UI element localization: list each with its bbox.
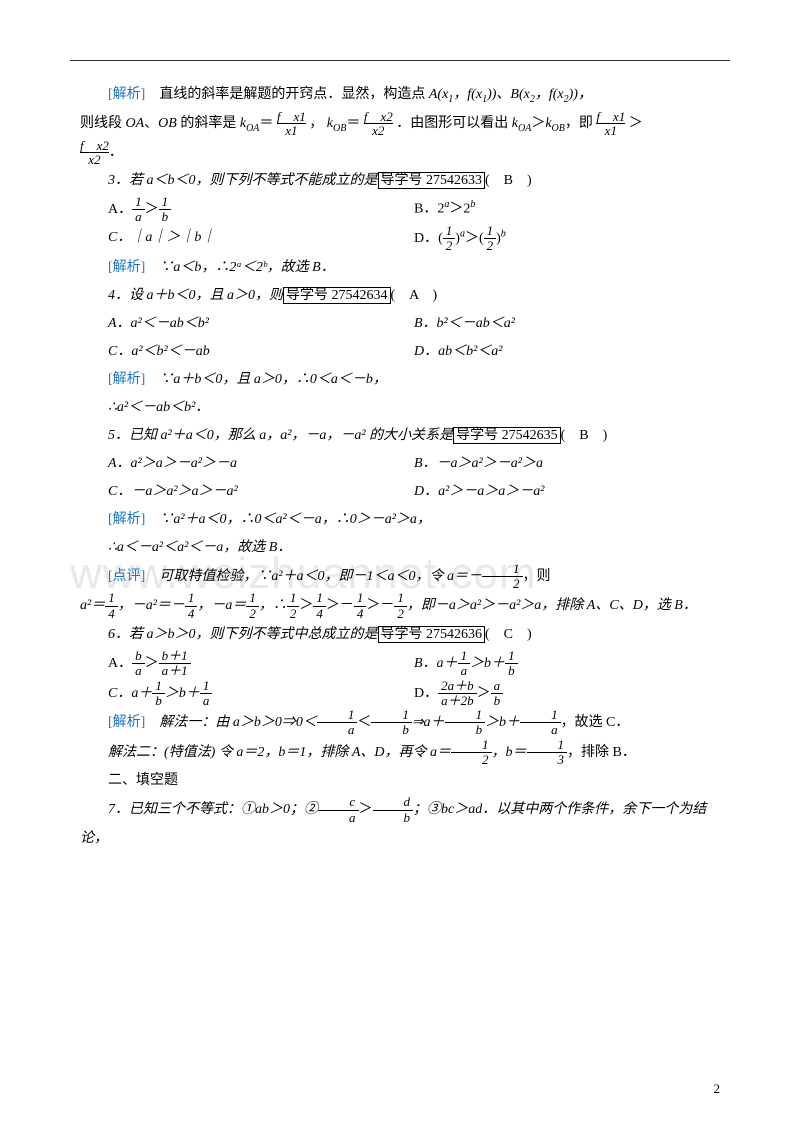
text: 的斜率是 xyxy=(177,116,240,131)
text: ∵a²＋a＜0，∴0＜a²＜－a，∴0＞－a²＞a， xyxy=(145,512,431,527)
answer: ( B ) xyxy=(485,173,532,188)
text: OA xyxy=(126,116,145,131)
text: OB xyxy=(333,123,346,134)
answer: ( C ) xyxy=(485,627,532,642)
text: ，则 xyxy=(523,569,551,584)
text: OB xyxy=(552,123,565,134)
q6-stem: 6．若 a＞b＞0，则下列不等式中总成立的是导学号 27542636( C ) xyxy=(80,621,720,649)
analysis-label: [解析] xyxy=(108,260,145,275)
q4-stem: 4．设 a＋b＜0，且 a＞0，则导学号 27542634( A ) xyxy=(80,282,720,310)
option-b: B．b²＜－ab＜a² xyxy=(414,310,720,338)
point-label: [点评] xyxy=(108,569,145,584)
analysis-4: [解析] ∵a＋b＜0，且 a＞0，∴0＜a＜－b， xyxy=(80,366,720,394)
text: 3．若 a＜b＜0，则下列不等式不能成立的是 xyxy=(108,173,378,188)
page-content: [解析] 直线的斜率是解题的开窍点．显然，构造点 A(x1，f(x1))、B(x… xyxy=(80,60,720,853)
text: (x1，f(x1))、 xyxy=(437,87,510,102)
text: ． xyxy=(109,145,123,160)
analysis-label: [解析] xyxy=(108,512,145,527)
top-rule xyxy=(70,60,730,61)
text: 4．设 a＋b＜0，且 a＞0，则 xyxy=(108,288,283,303)
text: OA xyxy=(518,123,531,134)
q6-options-1: A．ba＞b＋1a＋1 B．a＋1a＞b＋1b xyxy=(108,649,720,679)
analysis-label: [解析] xyxy=(108,87,145,102)
q3-stem: 3．若 a＜b＜0，则下列不等式不能成立的是导学号 27542633( B ) xyxy=(80,167,720,195)
analysis-1: [解析] 直线的斜率是解题的开窍点．显然，构造点 A(x1，f(x1))、B(x… xyxy=(80,81,720,110)
section-2: 二、填空题 xyxy=(80,767,720,795)
guide-box: 导学号 27542635 xyxy=(453,427,561,444)
q3-options-1: A．1a＞1b B．2a＞2b xyxy=(108,195,720,225)
option-c: C．a＋1b＞b＋1a xyxy=(108,679,414,709)
analysis-5: [解析] ∵a²＋a＜0，∴0＜a²＜－a，∴0＞－a²＞a， xyxy=(80,506,720,534)
analysis-5b: ∴a＜－a²＜a²＜－a，故选 B． xyxy=(80,534,720,562)
q6-options-2: C．a＋1b＞b＋1a D．2a＋ba＋2b＞ab xyxy=(108,679,720,709)
q3-options-2: C．｜a｜＞｜b｜ D．(12)a＞(12)b xyxy=(108,224,720,254)
q4-options-1: A．a²＜－ab＜b² B．b²＜－ab＜a² xyxy=(108,310,720,338)
text: ＝ xyxy=(259,116,273,131)
analysis-1b: 则线段 OA、OB 的斜率是 kOA＝ f x1x1 ， kOB＝ f x2x2… xyxy=(80,110,720,139)
text: 6．若 a＞b＞0，则下列不等式中总成立的是 xyxy=(108,627,378,642)
answer: ( B ) xyxy=(561,428,608,443)
analysis-1c: f x2x2． xyxy=(80,139,720,167)
text: ＞ xyxy=(531,116,545,131)
text: 、 xyxy=(144,116,158,131)
option-c: C．－a＞a²＞a＞－a² xyxy=(108,478,414,506)
text: OB xyxy=(158,116,177,131)
text: 直线的斜率是解题的开窍点．显然，构造点 xyxy=(145,87,429,102)
option-a: A．a²＜－ab＜b² xyxy=(108,310,414,338)
text: ，即 xyxy=(565,116,593,131)
text: ∵a＜b，∴2ᵃ＜2ᵇ，故选 B． xyxy=(145,260,334,275)
fraction: f x2x2 xyxy=(80,139,109,166)
option-a: A．1a＞1b xyxy=(108,195,414,225)
guide-box: 导学号 27542633 xyxy=(378,172,486,189)
page-number: 2 xyxy=(714,1076,721,1102)
text: ∵a＋b＜0，且 a＞0，∴0＜a＜－b， xyxy=(145,372,387,387)
q5-options-2: C．－a＞a²＞a＞－a² D．a²＞－a＞a＞－a² xyxy=(108,478,720,506)
option-d: D．2a＋ba＋2b＞ab xyxy=(414,679,720,709)
text: OA xyxy=(246,123,259,134)
text: 则线段 xyxy=(80,116,126,131)
guide-box: 导学号 27542634 xyxy=(283,287,391,304)
option-b: B．a＋1a＞b＋1b xyxy=(414,649,720,679)
q7-stem: 7．已知三个不等式：①ab＞0；②ca＞db；③bc＞ad．以其中两个作条件，余… xyxy=(80,795,720,853)
analysis-6: [解析] 解法一：由 a＞b＞0⇒0＜1a＜1b⇒a＋1b＞b＋1a，故选 C． xyxy=(80,708,720,738)
analysis-label: [解析] xyxy=(108,715,145,730)
option-d: D．a²＞－a＞a＞－a² xyxy=(414,478,720,506)
option-d: D．ab＜b²＜a² xyxy=(414,338,720,366)
option-b: B．2a＞2b xyxy=(414,195,720,225)
text: ， xyxy=(309,116,323,131)
text: 5．已知 a²＋a＜0，那么 a，a²，－a，－a² 的大小关系是 xyxy=(108,428,453,443)
q5-options-1: A．a²＞a＞－a²＞－a B．－a＞a²＞－a²＞a xyxy=(108,450,720,478)
text: ．由图形可以看出 xyxy=(396,116,512,131)
analysis-4b: ∴a²＜－ab＜b²． xyxy=(80,394,720,422)
fraction: f x1x1 xyxy=(277,110,306,137)
q5-stem: 5．已知 a²＋a＜0，那么 a，a²，－a，－a² 的大小关系是导学号 275… xyxy=(80,422,720,450)
option-c: C．｜a｜＞｜b｜ xyxy=(108,224,414,254)
point-5: [点评] 可取特值检验，∵a²＋a＜0，即－1＜a＜0，令 a＝－12，则 xyxy=(80,562,720,592)
option-c: C．a²＜b²＜－ab xyxy=(108,338,414,366)
text: B xyxy=(510,87,519,102)
text: (x2，f(x2))， xyxy=(519,87,592,102)
text: 可取特值检验，∵a²＋a＜0，即－1＜a＜0，令 a＝－ xyxy=(145,569,482,584)
text: ＞ xyxy=(629,116,643,131)
answer: ( A ) xyxy=(391,288,438,303)
text: 解法二：(特值法) 令 a＝2，b＝1，排除 A、D，再令 a＝ xyxy=(108,745,451,760)
fraction: 12 xyxy=(482,562,523,592)
option-d: D．(12)a＞(12)b xyxy=(414,224,720,254)
text: 解法一：由 a＞b＞0⇒0＜ xyxy=(145,715,317,730)
text: ＝ xyxy=(346,116,360,131)
text: 7．已知三个不等式：①ab＞0；② xyxy=(108,802,318,817)
analysis-label: [解析] xyxy=(108,372,145,387)
option-a: A．ba＞b＋1a＋1 xyxy=(108,649,414,679)
point-5b: a²＝14，－a²＝－14，－a＝12，∴12＞14＞－14＞－12，即－a＞a… xyxy=(80,591,720,621)
fraction: f x1x1 xyxy=(596,110,625,137)
analysis-3: [解析] ∵a＜b，∴2ᵃ＜2ᵇ，故选 B． xyxy=(80,254,720,282)
q4-options-2: C．a²＜b²＜－ab D．ab＜b²＜a² xyxy=(108,338,720,366)
option-a: A．a²＞a＞－a²＞－a xyxy=(108,450,414,478)
fraction: f x2x2 xyxy=(364,110,393,137)
guide-box: 导学号 27542636 xyxy=(378,626,486,643)
option-b: B．－a＞a²＞－a²＞a xyxy=(414,450,720,478)
analysis-6b: 解法二：(特值法) 令 a＝2，b＝1，排除 A、D，再令 a＝12，b＝13，… xyxy=(80,738,720,768)
